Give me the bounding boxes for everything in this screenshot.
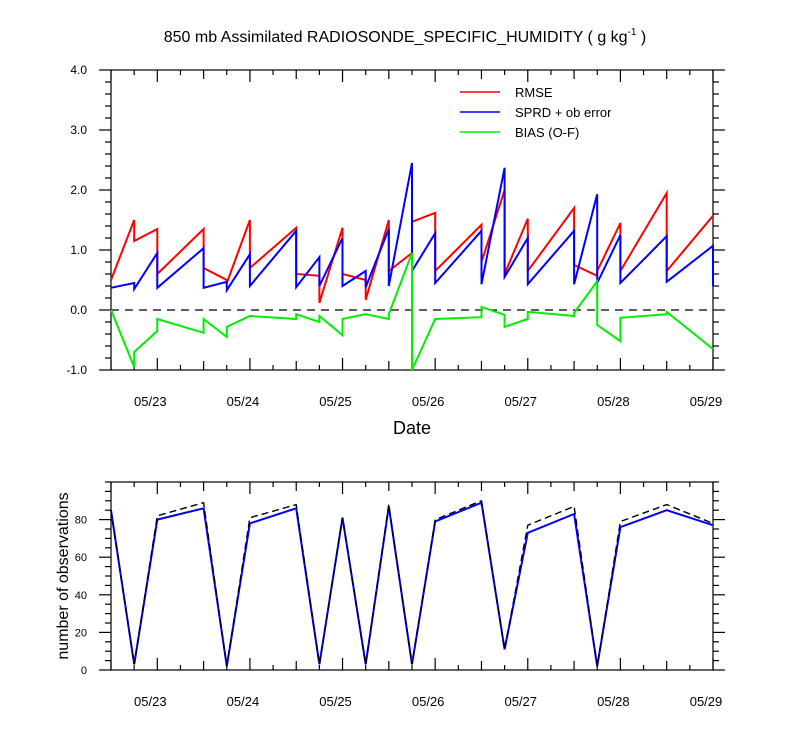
top-series (110, 162, 714, 371)
chart-title: 850 mb Assimilated RADIOSONDE_SPECIFIC_H… (164, 27, 647, 46)
y-axis-label-observations: number of observations (55, 492, 72, 659)
bottom-series (110, 499, 714, 667)
y-tick-label: 40 (75, 590, 87, 602)
x-tick-label: 05/29 (690, 694, 723, 709)
x-tick-label: 05/28 (597, 694, 630, 709)
y-tick-label: 2.0 (70, 183, 87, 197)
x-tick-label: 05/23 (134, 394, 167, 409)
bottom-panel: 05/23 05/24 05/25 05/26 05/27 05/28 05/29 0 20 40… (55, 481, 725, 709)
x-tick-label: 05/24 (227, 394, 260, 409)
x-axis-label: Date (393, 418, 431, 438)
legend-bias-label: BIAS (O-F) (515, 125, 579, 140)
series-line-sprd-ob-error (110, 162, 714, 294)
x-tick-label: 05/25 (319, 394, 352, 409)
legend-rmse-label: RMSE (515, 85, 553, 100)
bottom-ticks: 05/23 05/24 05/25 05/26 05/27 05/28 05/29 0 20 40… (75, 481, 725, 709)
y-tick-label: 20 (75, 627, 87, 639)
y-tick-label: 60 (75, 552, 87, 564)
y-tick-label: 0.0 (70, 303, 87, 317)
top-ticks: 05/23 05/24 05/25 05/26 05/27 05/28 05/29 -1.0 0… (66, 63, 725, 409)
x-tick-label: 05/26 (412, 694, 445, 709)
x-tick-label: 05/28 (597, 394, 630, 409)
y-tick-label: 0 (81, 665, 87, 677)
y-tick-label: -1.0 (66, 363, 87, 377)
legend-sprd-label: SPRD + ob error (515, 105, 612, 120)
y-tick-label: 1.0 (70, 243, 87, 257)
x-tick-label: 05/23 (134, 694, 167, 709)
series-line-possible (110, 499, 714, 667)
y-tick-label: 4.0 (70, 63, 87, 77)
x-tick-label: 05/27 (504, 694, 537, 709)
x-tick-label: 05/27 (504, 394, 537, 409)
y-tick-label: 3.0 (70, 123, 87, 137)
x-tick-label: 05/29 (690, 394, 723, 409)
top-panel: 05/23 05/24 05/25 05/26 05/27 05/28 05/29 -1.0 0… (66, 63, 725, 438)
y-tick-label: 80 (75, 515, 87, 527)
x-tick-label: 05/26 (412, 394, 445, 409)
series-line-bias-o-f (110, 252, 714, 371)
bottom-plot-frame (110, 481, 714, 671)
series-line-used (110, 501, 714, 667)
x-tick-label: 05/25 (319, 694, 352, 709)
x-tick-label: 05/24 (227, 694, 260, 709)
legend: RMSE SPRD + ob error BIAS (O-F) (460, 85, 612, 140)
